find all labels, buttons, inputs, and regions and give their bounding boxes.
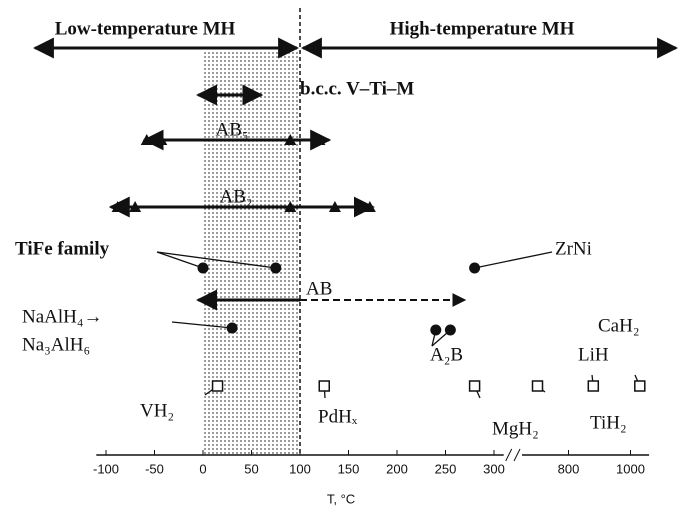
range-label: b.c.c. V–Ti–M xyxy=(300,78,414,99)
x-tick-label: 300 xyxy=(483,461,505,476)
range-label: AB xyxy=(306,278,332,299)
x-tick-label: 50 xyxy=(244,461,258,476)
point xyxy=(445,325,456,336)
header-label: Low-temperature MH xyxy=(55,18,236,39)
axis-break xyxy=(506,449,520,461)
point xyxy=(469,263,480,274)
header-label: High-temperature MH xyxy=(390,18,575,39)
point xyxy=(430,325,441,336)
hydride-label: LiH xyxy=(578,344,609,365)
hydride-marker xyxy=(635,381,645,391)
point xyxy=(227,323,238,334)
hydride-marker xyxy=(319,381,329,391)
point-label: TiFe family xyxy=(15,238,110,259)
x-tick-label: 200 xyxy=(386,461,408,476)
hydride-marker xyxy=(588,381,598,391)
hydride-label: PdHₓ xyxy=(318,406,358,427)
x-tick-label: -100 xyxy=(93,461,119,476)
chart: Low-temperature MH High-temperature MH -10… xyxy=(0,0,682,515)
leader-line xyxy=(475,252,552,268)
hydride-label: TiH₂ xyxy=(590,412,627,433)
x-tick-label: 250 xyxy=(435,461,457,476)
x-tick-label: 0 xyxy=(199,461,206,476)
point-label: ZrNi xyxy=(555,238,592,259)
hydride-label: MgH₂ xyxy=(492,418,539,439)
hydride-marker xyxy=(470,381,480,391)
point-label: NaAlH₄→ xyxy=(22,306,103,327)
point xyxy=(270,263,281,274)
leader-line xyxy=(157,252,203,268)
x-tick-label: 800 xyxy=(558,461,580,476)
x-tick-label: -50 xyxy=(145,461,164,476)
shaded-region xyxy=(203,50,300,455)
range-label: AB₅ xyxy=(215,119,248,140)
range-label: AB₂ xyxy=(219,186,252,207)
hydride-label: VH₂ xyxy=(140,400,174,421)
x-axis-title: T, °C xyxy=(327,491,355,506)
point-label: A₂B xyxy=(430,344,463,365)
point-label: Na₃AlH₆ xyxy=(22,334,90,355)
x-tick-label: 150 xyxy=(338,461,360,476)
hydride-label: CaH₂ xyxy=(598,315,639,336)
point xyxy=(198,263,209,274)
x-tick-label: 1000 xyxy=(616,461,645,476)
x-tick-label: 100 xyxy=(289,461,311,476)
hydride-marker xyxy=(533,381,543,391)
hydride-marker xyxy=(213,381,223,391)
